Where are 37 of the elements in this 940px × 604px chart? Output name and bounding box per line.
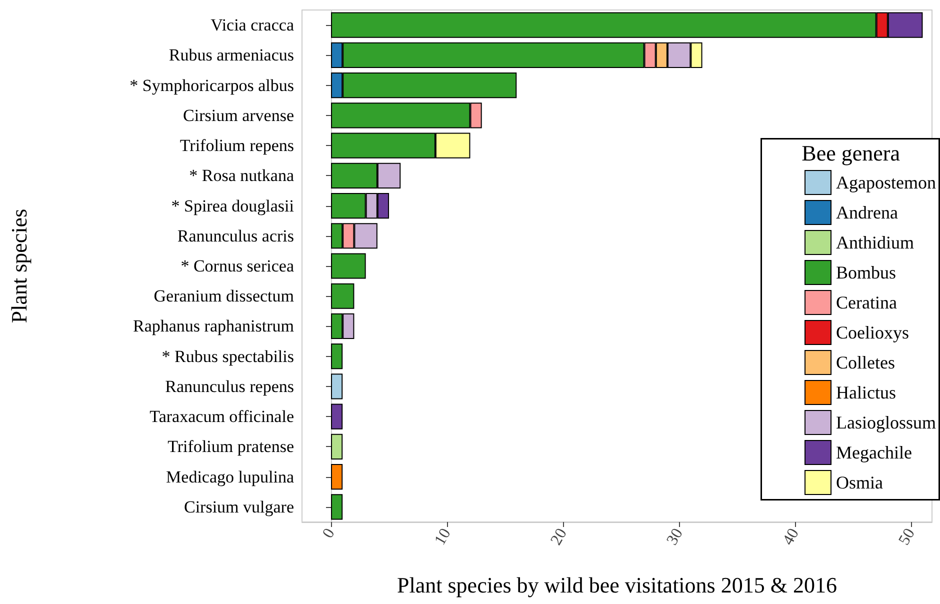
legend-label: Anthidium [836,232,914,252]
y-tick-label: * Cornus sericea [180,256,294,276]
y-tick-label: * Symphoricarpos albus [130,76,294,95]
x-tick-label: 50 [896,526,918,548]
y-tick-label: Trifolium pratense [168,437,294,456]
y-tick-label: Taraxacum officinale [150,407,294,426]
y-tick-label: Raphanus raphanistrum [133,316,294,336]
legend-label: Agapostemon [836,172,936,192]
y-tick-label: Cirsium vulgare [184,497,294,516]
x-tick-label: 40 [780,526,802,548]
y-tick-label: Vicia cracca [210,16,294,35]
y-tick-label: Ranunculus repens [165,376,294,396]
y-tick-label: Trifolium repens [180,136,294,156]
y-tick-label: Medicago lupulina [166,467,294,486]
y-tick-label: Cirsium arvense [183,106,294,125]
y-tick-label: Rubus armeniacus [168,46,294,65]
legend-label: Megachile [836,442,912,462]
x-tick-label: 0 [320,526,338,542]
y-tick-label: * Rosa nutkana [189,166,294,186]
y-axis-title: Plant species [6,208,32,324]
legend-label: Andrena [836,202,898,222]
x-tick-label: 20 [548,526,570,548]
x-axis-title: Plant species by wild bee visitations 2015 & 2016 [397,572,837,598]
y-tick-label: * Rubus spectabilis [162,346,294,366]
legend-title: Bee genera [802,140,900,166]
y-tick-label: Ranunculus acris [177,226,294,246]
legend-label: Colletes [836,352,895,372]
x-tick-label: 30 [664,526,686,548]
legend-label: Halictus [836,382,896,402]
legend-label: Ceratina [836,292,897,312]
legend-label: Bombus [836,262,896,282]
legend-label: Osmia [836,472,884,492]
legend-label: Lasioglossum [836,412,936,432]
legend-label: Coelioxys [836,322,910,342]
y-tick-label: Geranium dissectum [154,286,294,306]
y-tick-label: * Spirea douglasii [171,196,294,216]
x-tick-label: 10 [432,526,454,548]
